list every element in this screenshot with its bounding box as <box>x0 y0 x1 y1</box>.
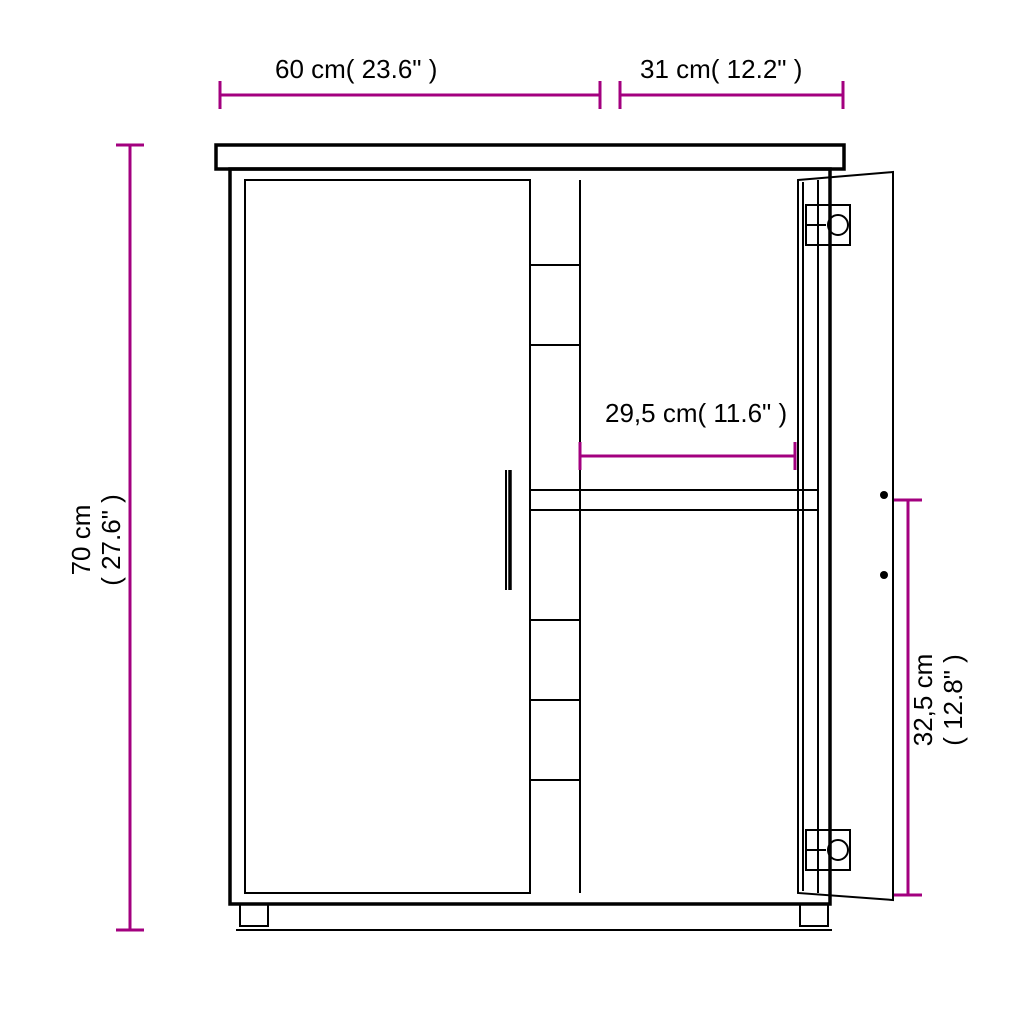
svg-text:( 27.6" ): ( 27.6" ) <box>96 494 126 586</box>
interior-shelf <box>530 490 818 510</box>
dim-label-height: 70 cm( 27.6" ) <box>66 494 126 586</box>
dimension-labels: 60 cm( 23.6" ) 31 cm( 12.2" ) 70 cm( 27.6"… <box>66 54 968 746</box>
cabinet-dimension-diagram: 60 cm( 23.6" ) 31 cm( 12.2" ) 70 cm( 27.6"… <box>0 0 1024 1024</box>
foot-left <box>240 904 268 926</box>
dim-label-shelf_height: 32,5 cm( 12.8" ) <box>908 654 968 747</box>
left-door <box>245 180 530 893</box>
svg-text:32,5 cm: 32,5 cm <box>908 654 938 747</box>
svg-text:( 12.8" ): ( 12.8" ) <box>938 654 968 746</box>
cabinet-interior <box>530 180 818 893</box>
svg-text:70 cm: 70 cm <box>66 505 96 576</box>
hinge-top <box>806 205 850 245</box>
peg-hole-icon <box>880 491 888 499</box>
dim-label-width: 60 cm( 23.6" ) <box>275 54 437 84</box>
open-door <box>798 172 893 900</box>
peg-hole-icon <box>880 571 888 579</box>
dim-label-depth: 31 cm( 12.2" ) <box>640 54 802 84</box>
dim-label-shelf_depth: 29,5 cm( 11.6" ) <box>605 398 787 428</box>
dimension-lines <box>116 81 922 930</box>
hinge-bottom <box>806 830 850 870</box>
cabinet-top <box>216 145 844 169</box>
foot-right <box>800 904 828 926</box>
cabinet-drawing <box>216 145 893 930</box>
